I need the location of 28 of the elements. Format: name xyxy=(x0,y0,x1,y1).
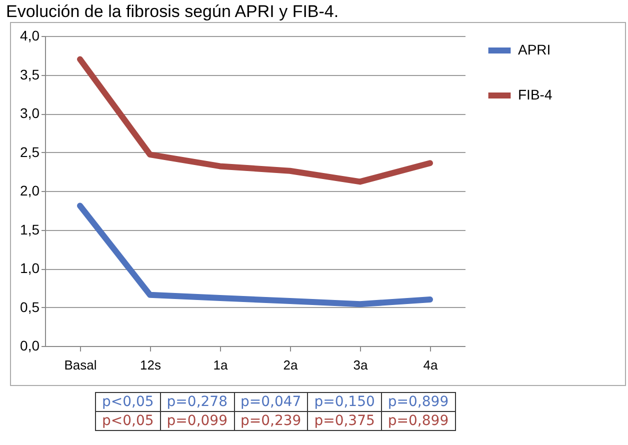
chart-title: Evolución de la fibrosis según APRI y FIB-4. xyxy=(5,1,340,23)
y-tick-label: 3,0 xyxy=(20,105,40,121)
y-tick-label: 0,5 xyxy=(20,298,40,315)
legend-label: APRI xyxy=(518,42,551,58)
x-tick-label: 2a xyxy=(283,358,298,372)
x-tick-label: 3a xyxy=(353,358,368,372)
text: p=0,099 xyxy=(160,412,234,430)
text: p=0,899 xyxy=(381,412,456,430)
text: p=0,375 xyxy=(308,412,382,430)
y-tick-label: 0,0 xyxy=(20,338,40,354)
text: p=0,278 xyxy=(160,392,234,412)
x-tick-label: 12s xyxy=(140,358,162,372)
x-tick-label: 4a xyxy=(423,358,438,372)
legend-label: FIB-4 xyxy=(518,86,552,102)
text: p=0,899 xyxy=(381,392,456,412)
x-tick-label: 1a xyxy=(213,358,228,372)
text: p<0,05 xyxy=(96,412,160,430)
y-tick-label: 3,5 xyxy=(20,66,40,82)
text: p<0,05 xyxy=(96,392,160,412)
text: p=0,047 xyxy=(234,392,308,412)
text: p=0,239 xyxy=(234,412,308,430)
y-tick-label: 2,5 xyxy=(20,144,40,160)
text: p=0,150 xyxy=(308,392,382,412)
x-tick-label: Basal xyxy=(64,358,97,372)
y-tick-label: 4,0 xyxy=(20,28,40,44)
y-tick-label: 2,0 xyxy=(20,182,40,198)
y-tick-label: 1,5 xyxy=(20,221,40,238)
y-tick-label: 1,0 xyxy=(20,260,40,276)
